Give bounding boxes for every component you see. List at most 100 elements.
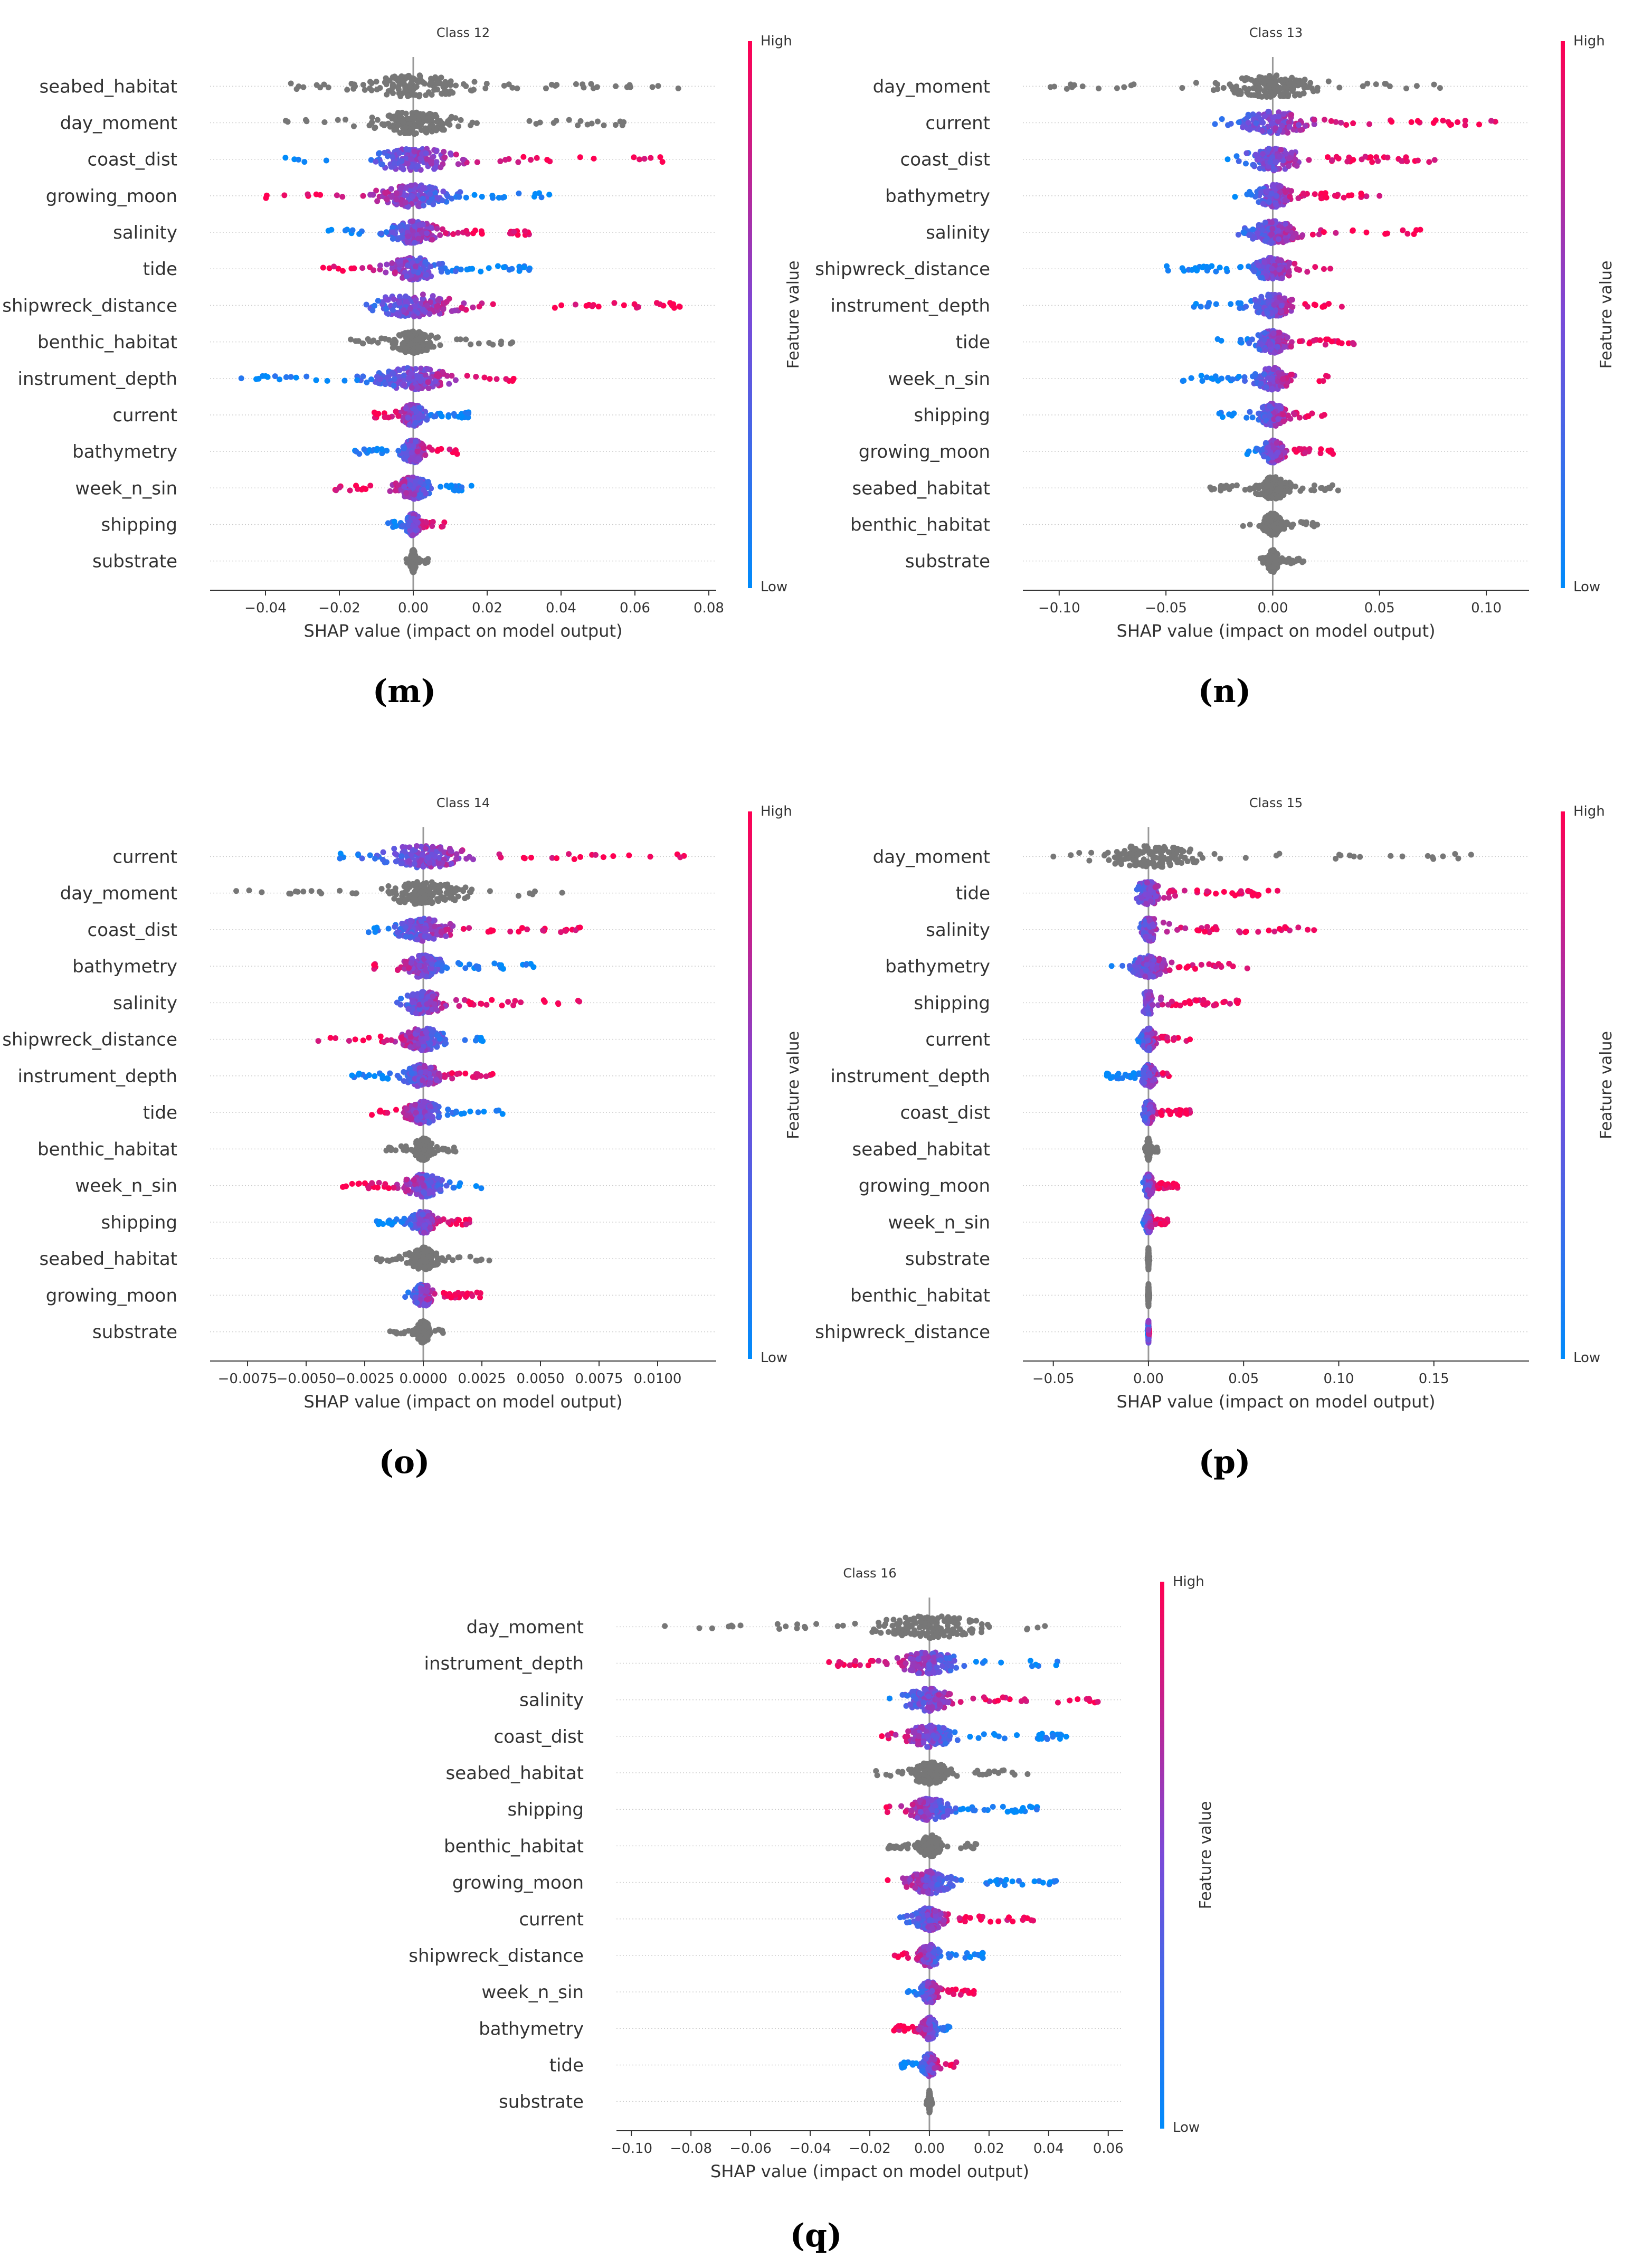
shap-point — [1213, 268, 1219, 275]
shap-point — [1219, 116, 1225, 122]
shap-point — [495, 263, 501, 269]
shap-point — [1270, 366, 1277, 373]
shap-point — [425, 556, 431, 562]
shap-point — [667, 300, 673, 306]
shap-point — [648, 155, 654, 161]
shap-point — [400, 343, 406, 349]
shap-point — [1366, 121, 1372, 127]
shap-point — [404, 239, 411, 245]
panel-sublabel: (m) — [373, 673, 436, 710]
shap-point — [1291, 82, 1297, 88]
shap-point — [1252, 490, 1259, 497]
shap-point — [395, 448, 402, 454]
shap-point — [1262, 347, 1268, 353]
shap-point — [390, 90, 396, 96]
shap-point — [1288, 111, 1295, 118]
shap-point — [321, 119, 328, 125]
shap-point — [1260, 201, 1266, 207]
shap-point — [374, 447, 380, 453]
shap-point — [1240, 124, 1246, 130]
shap-point — [1270, 445, 1277, 451]
shap-point — [288, 374, 294, 380]
shap-point — [1447, 122, 1454, 128]
feature-label: week_n_sin — [888, 368, 990, 390]
shap-point — [411, 492, 417, 498]
x-tick-label: 0.00 — [1257, 600, 1288, 616]
shap-point — [546, 192, 553, 198]
shap-point — [428, 158, 434, 165]
shap-point — [506, 267, 512, 273]
feature-label: day_moment — [60, 883, 177, 904]
shap-point — [1241, 230, 1247, 236]
shap-point — [1216, 410, 1222, 417]
shap-point — [420, 195, 426, 202]
shap-point — [1261, 492, 1268, 498]
shap-point — [452, 487, 458, 494]
shap-point — [391, 296, 397, 303]
shap-point — [611, 300, 618, 306]
shap-point — [367, 483, 374, 489]
feature-label: tide — [143, 1102, 177, 1123]
shap-point — [1229, 376, 1236, 382]
shap-point — [435, 371, 441, 377]
shap-point — [575, 122, 581, 128]
shap-point — [403, 405, 409, 412]
shap-point — [349, 227, 356, 233]
shap-point — [422, 258, 429, 264]
shap-point — [1286, 269, 1292, 275]
shap-point — [390, 224, 396, 231]
shap-point — [1263, 483, 1269, 489]
shap-point — [376, 150, 383, 156]
shap-point — [390, 307, 396, 313]
shap-point — [601, 122, 607, 128]
shap-point — [1476, 121, 1483, 128]
shap-point — [464, 267, 470, 273]
shap-point — [389, 260, 395, 267]
shap-point — [1266, 83, 1273, 89]
shap-point — [1262, 91, 1269, 97]
shap-point — [390, 74, 396, 80]
shap-point — [404, 273, 410, 280]
shap-point — [369, 119, 375, 126]
shap-point — [471, 192, 478, 198]
shap-point — [1369, 159, 1375, 165]
shap-point — [429, 79, 435, 86]
shap-point — [403, 293, 409, 299]
shap-point — [1284, 334, 1290, 341]
shap-point — [1319, 304, 1326, 310]
shap-point — [1389, 119, 1395, 125]
shap-point — [1279, 77, 1285, 83]
feature-label: instrument_depth — [18, 1066, 177, 1087]
shap-point — [341, 377, 348, 384]
shap-point — [339, 194, 346, 200]
shap-point — [476, 341, 482, 347]
shap-point — [413, 420, 419, 426]
shap-point — [400, 79, 406, 85]
shap-point — [1251, 162, 1257, 168]
shap-point — [414, 519, 421, 526]
shap-point — [1275, 494, 1281, 500]
shap-point — [1321, 229, 1327, 235]
shap-point — [1069, 84, 1075, 90]
shap-point — [410, 193, 416, 200]
shap-point — [497, 158, 504, 164]
feature-label: seabed_habitat — [852, 478, 990, 499]
shap-point — [1426, 159, 1432, 165]
shap-point — [404, 160, 411, 167]
shap-point — [671, 305, 677, 311]
shap-point — [1267, 341, 1274, 347]
shap-point — [1359, 156, 1365, 163]
shap-point — [501, 82, 507, 89]
shap-point — [1257, 483, 1263, 489]
shap-point — [1243, 414, 1250, 421]
shap-point — [253, 376, 260, 382]
shap-point — [350, 123, 357, 129]
shap-point — [1312, 264, 1318, 270]
shap-point — [420, 342, 426, 348]
shap-point — [590, 85, 596, 91]
colorbar-title: Feature value — [784, 261, 803, 369]
shap-point — [383, 269, 389, 276]
shap-point — [436, 261, 442, 267]
shap-point — [1408, 119, 1414, 125]
